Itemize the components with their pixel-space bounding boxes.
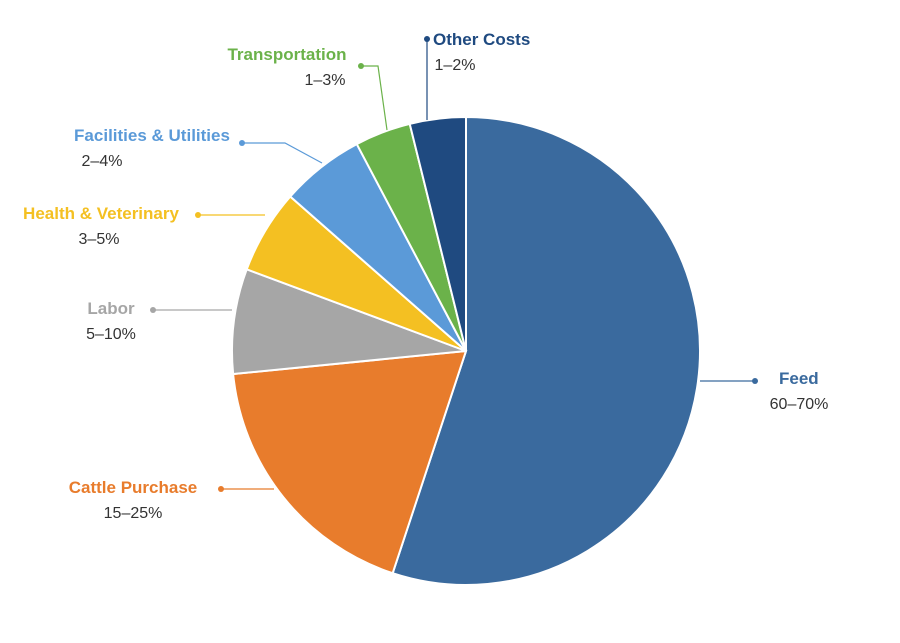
pie-slice-labor — [231, 268, 467, 376]
leader-line — [361, 65, 388, 131]
leader-dot — [150, 307, 156, 313]
slice-label-range: 15–25% — [104, 505, 163, 522]
leader-lines — [150, 36, 758, 492]
slice-labels: Feed 60–70% Cattle Purchase 15–25% Labor 5–10… — [23, 30, 828, 522]
slice-label-range: 60–70% — [770, 396, 829, 413]
pie-slice-feed — [391, 115, 701, 586]
slice-label-range: 3–5% — [79, 231, 120, 248]
leader-dot — [424, 36, 430, 42]
leader-line — [242, 142, 323, 164]
leader-dot — [358, 63, 364, 69]
slice-label-name: Feed — [779, 369, 819, 388]
slice-label-name: Other Costs — [433, 30, 530, 49]
slice-label-range: 2–4% — [82, 153, 123, 170]
slice-label-name: Facilities & Utilities — [74, 126, 230, 145]
leader-dot — [239, 140, 245, 146]
slice-label-name: Health & Veterinary — [23, 204, 179, 223]
leader-dot — [218, 486, 224, 492]
pie-slice-cattle-purchase — [232, 349, 468, 575]
leader-dot — [752, 378, 758, 384]
slice-label-name: Transportation — [227, 45, 346, 64]
slice-label-name: Labor — [87, 299, 135, 318]
slice-label-range: 1–3% — [305, 72, 346, 89]
slice-label-range: 5–10% — [86, 326, 136, 343]
slice-label-name: Cattle Purchase — [69, 478, 198, 497]
pie-slices — [231, 115, 701, 586]
slice-label-range: 1–2% — [435, 57, 476, 74]
pie-slice-other-costs — [408, 115, 467, 352]
leader-dot — [195, 212, 201, 218]
